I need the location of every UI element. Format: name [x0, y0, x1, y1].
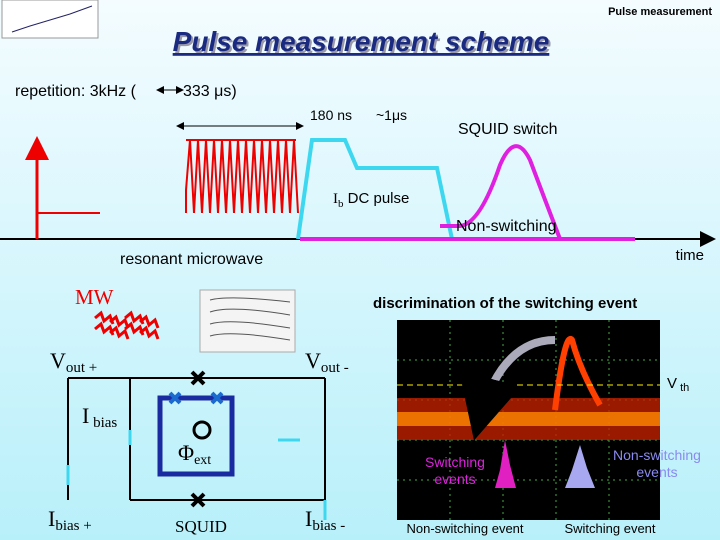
thumbnail [1, 0, 99, 39]
non-switching-event: Non-switching event [406, 521, 523, 536]
dc-pulse [296, 138, 454, 240]
non-switching-label: Non-switching [456, 218, 556, 235]
scope-title: discrimination of the switching event [373, 295, 637, 312]
switching-event: Switching event [564, 521, 655, 536]
wave [94, 310, 115, 336]
junctions [190, 370, 206, 508]
v-th: V th [667, 375, 689, 394]
oscillation [185, 139, 299, 214]
wave [139, 314, 160, 340]
switching-trace [552, 335, 603, 411]
v-out-minus: Vout - [305, 348, 349, 376]
microwave-symbol [94, 310, 160, 340]
current-arrows [66, 430, 327, 520]
histogram-nonswitching [565, 445, 595, 488]
mw-label: MW [75, 285, 114, 309]
phi-ext: Φext [178, 440, 211, 468]
flux-symbol [192, 420, 212, 440]
dc-pulse-label: Ib DC pulse [333, 190, 409, 210]
squid-response [300, 144, 635, 241]
i-bias-plus: Ibias + [48, 506, 92, 534]
v-out-plus: Vout + [50, 348, 97, 376]
non-switching-events: Non-switching events [613, 447, 701, 480]
microwave-label: resonant microwave [120, 251, 263, 268]
histogram-switching [495, 440, 516, 488]
title-shadow: Pulse measurement scheme [175, 28, 552, 59]
header-tag: Pulse measurement [608, 6, 712, 18]
period: 333 μs) [183, 83, 237, 100]
wave [109, 314, 130, 340]
flow-arrow [459, 336, 556, 441]
loop-junctions [168, 391, 224, 405]
repetition: repetition: 3kHz ( [15, 83, 137, 100]
squid-label: SQUID [175, 517, 227, 536]
plateau-label: ~1μs [376, 107, 407, 123]
noise-core [397, 412, 660, 426]
title: Pulse measurement scheme [173, 26, 550, 57]
i-bias: I bias [82, 403, 117, 431]
time-label: time [676, 247, 704, 264]
i-bias-minus: Ibias - [305, 506, 345, 534]
wave [124, 310, 145, 336]
squid-loop [157, 395, 235, 477]
rise-label: 180 ns [310, 107, 352, 123]
inset-curves [209, 297, 291, 341]
switching-events: Switching events [425, 454, 485, 487]
microwave-burst [185, 139, 299, 214]
squid-switch-label: SQUID switch [458, 121, 558, 138]
